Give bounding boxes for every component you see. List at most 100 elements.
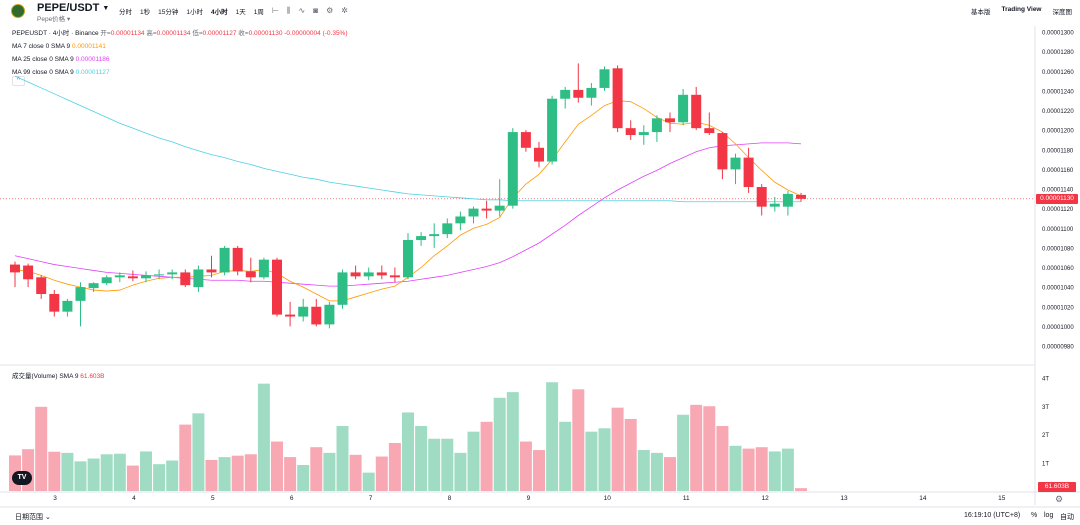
time-tick-label: 10 xyxy=(604,495,612,502)
volume-bar xyxy=(677,414,690,491)
collapse-legend-icon[interactable]: ^ xyxy=(12,76,25,86)
interval-5[interactable]: 1天 xyxy=(235,9,246,16)
interval-6[interactable]: 1周 xyxy=(253,9,264,16)
candle-body xyxy=(49,293,60,312)
view-link-0[interactable]: 基本版 xyxy=(971,9,991,16)
tradingview-logo-icon[interactable]: TV xyxy=(12,471,32,485)
volume-bar xyxy=(310,447,323,491)
open-value: 0.00001134 xyxy=(110,30,145,37)
candle-body xyxy=(560,89,571,99)
volume-bar xyxy=(598,428,611,491)
clock[interactable]: 16:19:10 (UTC+8) xyxy=(964,512,1021,519)
candle-body xyxy=(625,128,636,136)
interval-4[interactable]: 4小时 xyxy=(210,9,228,16)
ma99-row[interactable]: MA 99 close 0 SMA 9 0.00001127 xyxy=(12,69,110,76)
price-tick-label: 0.00001240 xyxy=(1042,89,1074,95)
volume-tick-label: 4T xyxy=(1042,377,1049,383)
candle-body xyxy=(782,193,793,207)
view-link-1[interactable]: Trading View xyxy=(1001,6,1042,13)
volume-bar xyxy=(231,455,244,491)
view-link-2[interactable]: 深度图 xyxy=(1052,9,1073,16)
settings-sliders-icon[interactable]: ⊢ xyxy=(271,6,279,15)
candle-body xyxy=(206,269,217,273)
price-tick-label: 0.00001220 xyxy=(1042,109,1074,115)
ma99-line xyxy=(14,75,801,203)
high-value: 0.00001134 xyxy=(156,30,191,37)
gear-icon[interactable]: ⚙ xyxy=(326,6,334,15)
time-tick-label: 8 xyxy=(448,495,452,502)
ma25-row[interactable]: MA 25 close 0 SMA 9 0.00001186 xyxy=(12,56,110,63)
volume-bar xyxy=(61,452,74,491)
volume-bar xyxy=(768,451,781,491)
candle-body xyxy=(455,216,466,224)
log-toggle[interactable]: log xyxy=(1044,512,1054,519)
volume-bar xyxy=(166,460,179,491)
interval-1[interactable]: 1秒 xyxy=(140,9,151,16)
price-tick-label: 0.00001020 xyxy=(1042,305,1074,311)
chart-legend: PEPEUSDT · 4小时 · Binance 开=0.00001134 高=… xyxy=(12,27,348,79)
volume-tick-label: 3T xyxy=(1042,405,1049,411)
volume-bar xyxy=(48,451,61,491)
top-toolbar: PEPE/USDT ▼ Pepe价格 ▾ 分时 1秒 15分钟 1小时 4小时 1天 1周 ⊢… xyxy=(0,0,1080,26)
volume-bar xyxy=(480,421,493,491)
candle-body xyxy=(796,194,806,199)
candle-body xyxy=(586,87,597,98)
settings-icon[interactable]: ✲ xyxy=(341,6,348,15)
volume-bar xyxy=(415,426,428,491)
price-tick-label: 0.00001200 xyxy=(1042,129,1074,135)
ma7-row[interactable]: MA 7 close 0 SMA 9 0.00001141 xyxy=(12,43,106,50)
volume-bar xyxy=(546,382,559,491)
candle-body xyxy=(154,274,165,276)
chart-settings-icon[interactable]: ⚙ xyxy=(1055,494,1064,504)
volume-bar xyxy=(703,406,716,491)
pair-selector[interactable]: PEPE/USDT ▼ xyxy=(37,2,109,14)
ma7-value: 0.00001141 xyxy=(71,43,106,50)
candle-body xyxy=(730,157,741,170)
candle-body xyxy=(743,157,754,188)
interval-2[interactable]: 15分钟 xyxy=(158,9,179,16)
candle-body xyxy=(678,94,689,123)
volume-bar xyxy=(506,392,519,491)
time-tick-label: 4 xyxy=(132,495,136,502)
volume-tick-label: 2T xyxy=(1042,433,1049,439)
time-tick-label: 15 xyxy=(998,495,1006,502)
camera-icon[interactable]: ◙ xyxy=(313,6,319,15)
candle-body xyxy=(651,118,662,133)
date-range-button[interactable]: 日期范围 ⌄ xyxy=(15,514,51,521)
candle-body xyxy=(520,132,531,148)
volume-bar xyxy=(664,457,676,491)
time-tick-label: 3 xyxy=(53,495,57,502)
candle-body xyxy=(88,283,99,289)
pair-label: PEPE/USDT xyxy=(37,2,100,14)
auto-toggle[interactable]: 自动 xyxy=(1060,514,1074,521)
candle-body xyxy=(363,272,374,277)
chevron-down-icon: ▼ xyxy=(102,4,110,12)
percent-toggle[interactable]: % xyxy=(1031,512,1038,519)
volume-bar xyxy=(153,464,166,491)
price-tick-label: 0.00001140 xyxy=(1042,188,1074,194)
volume-bar xyxy=(611,407,624,491)
volume-sma-value: 61.603B xyxy=(80,373,105,380)
candle-body xyxy=(180,272,191,286)
volume-bar xyxy=(35,406,48,491)
pair-subtitle[interactable]: Pepe价格 ▾ xyxy=(37,16,71,23)
volume-bar xyxy=(690,404,703,491)
price-tick-label: 0.00001080 xyxy=(1042,246,1074,252)
indicator-icon[interactable]: ∿ xyxy=(298,6,306,15)
price-tick-label: 0.00001260 xyxy=(1042,70,1074,76)
volume-bar xyxy=(519,441,532,491)
candle-body xyxy=(429,234,440,237)
change-value: -0.00000004 (-0.35%) xyxy=(284,30,348,37)
candle-body xyxy=(245,271,256,278)
volume-bar xyxy=(559,421,572,491)
candle-type-icon[interactable]: ⫼ xyxy=(286,6,291,15)
price-tick-label: 0.00001280 xyxy=(1042,50,1074,56)
interval-0[interactable]: 分时 xyxy=(119,9,132,16)
price-tick-label: 0.00001040 xyxy=(1042,286,1074,292)
candle-body xyxy=(481,208,492,211)
time-tick-label: 13 xyxy=(840,495,848,502)
volume-bar xyxy=(428,438,441,491)
volume-bar xyxy=(257,383,270,491)
interval-3[interactable]: 1小时 xyxy=(186,9,203,16)
